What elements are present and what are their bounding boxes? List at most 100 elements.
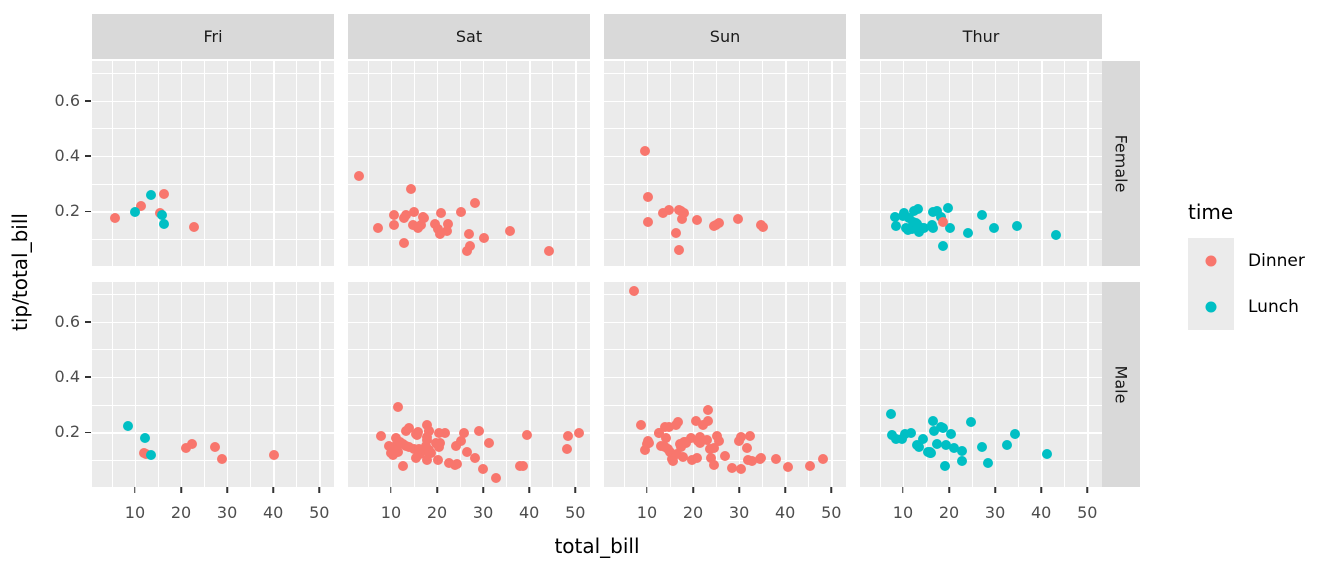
data-point xyxy=(927,207,938,218)
gridline xyxy=(460,282,461,487)
facet-strip-thur: Thur xyxy=(860,14,1102,59)
gridline xyxy=(227,61,229,266)
data-point xyxy=(977,441,988,452)
data-point xyxy=(504,225,515,236)
gridline xyxy=(348,349,590,351)
gridline xyxy=(92,377,334,379)
data-point xyxy=(755,453,766,464)
data-point xyxy=(410,452,421,463)
data-point xyxy=(1050,229,1061,240)
data-point xyxy=(459,427,470,438)
gridline xyxy=(739,282,741,487)
data-point xyxy=(1002,440,1013,451)
panel-thur-female xyxy=(860,61,1102,266)
gridline xyxy=(92,238,334,240)
gridline xyxy=(250,61,251,266)
data-point xyxy=(911,219,922,229)
axis-tick xyxy=(784,487,786,493)
data-point xyxy=(157,209,168,220)
data-point xyxy=(943,202,954,213)
data-point xyxy=(430,219,441,230)
gridline xyxy=(460,61,461,266)
data-point xyxy=(130,206,141,217)
data-point xyxy=(899,429,910,440)
data-point xyxy=(691,415,702,426)
gridline xyxy=(348,238,590,240)
data-point xyxy=(965,417,976,428)
data-point xyxy=(906,223,917,234)
gridline xyxy=(716,61,717,266)
x-tick-label: 10 xyxy=(124,503,146,522)
gridline xyxy=(575,61,577,266)
gridline xyxy=(157,282,159,487)
gridline xyxy=(646,61,649,266)
x-tick-label: 40 xyxy=(518,503,540,522)
x-tick-label: 30 xyxy=(984,503,1006,522)
gridline xyxy=(92,128,334,130)
data-point xyxy=(483,438,494,449)
gridline xyxy=(552,61,553,266)
gridline xyxy=(134,61,137,266)
x-tick-label: 20 xyxy=(938,503,960,522)
data-point xyxy=(462,447,473,458)
data-point xyxy=(423,425,434,436)
data-point xyxy=(664,205,675,216)
data-point xyxy=(886,430,897,441)
data-point xyxy=(444,458,455,469)
gridline xyxy=(296,61,297,266)
facet-strip-label: Fri xyxy=(203,27,223,46)
gridline xyxy=(529,61,531,266)
x-tick-label: 30 xyxy=(216,503,238,522)
data-point xyxy=(698,420,709,431)
gridline xyxy=(646,282,649,487)
data-point xyxy=(905,427,916,438)
data-point xyxy=(425,448,436,459)
data-point xyxy=(938,217,949,228)
panel-thur-male xyxy=(860,282,1102,487)
gridline xyxy=(762,282,763,487)
data-point xyxy=(695,432,706,443)
data-point xyxy=(671,449,682,460)
axis-tick xyxy=(180,487,182,493)
x-tick-label: 20 xyxy=(426,503,448,522)
gridline xyxy=(831,282,833,487)
gridline xyxy=(623,282,625,487)
gridline xyxy=(413,61,415,266)
y-tick-label: 0.2 xyxy=(54,422,80,442)
gridline xyxy=(92,404,334,406)
data-point xyxy=(395,437,406,448)
gridline xyxy=(1018,282,1019,487)
data-point xyxy=(450,441,461,452)
gridline xyxy=(860,238,1102,240)
data-point xyxy=(187,439,198,450)
gridline xyxy=(1041,61,1043,266)
gridline xyxy=(739,61,741,266)
data-point xyxy=(713,435,724,446)
x-tick-label: 40 xyxy=(774,503,796,522)
data-point xyxy=(702,404,713,415)
facet-strip-sun: Sun xyxy=(604,14,846,59)
gridline xyxy=(111,61,113,266)
data-point xyxy=(886,409,897,420)
data-point xyxy=(891,220,902,231)
data-point xyxy=(401,209,411,220)
gridline xyxy=(134,282,137,487)
gridline xyxy=(604,377,846,379)
data-point xyxy=(573,428,584,439)
gridline xyxy=(693,61,695,266)
data-point xyxy=(354,171,364,182)
gridline xyxy=(902,61,905,266)
legend-item-lunch: Lunch xyxy=(1188,284,1299,330)
y-axis-title: tip/total_bill xyxy=(8,213,32,331)
data-point xyxy=(405,184,416,195)
data-point xyxy=(890,211,901,222)
y-tick-label: 0.6 xyxy=(54,90,80,110)
data-point xyxy=(441,225,452,236)
facet-strip-label: Sun xyxy=(709,27,741,46)
gridline xyxy=(604,73,846,74)
axis-tick xyxy=(948,487,950,493)
data-point xyxy=(928,426,939,437)
data-point xyxy=(745,431,756,442)
gridline xyxy=(367,282,369,487)
panel-sun-male xyxy=(604,282,846,487)
